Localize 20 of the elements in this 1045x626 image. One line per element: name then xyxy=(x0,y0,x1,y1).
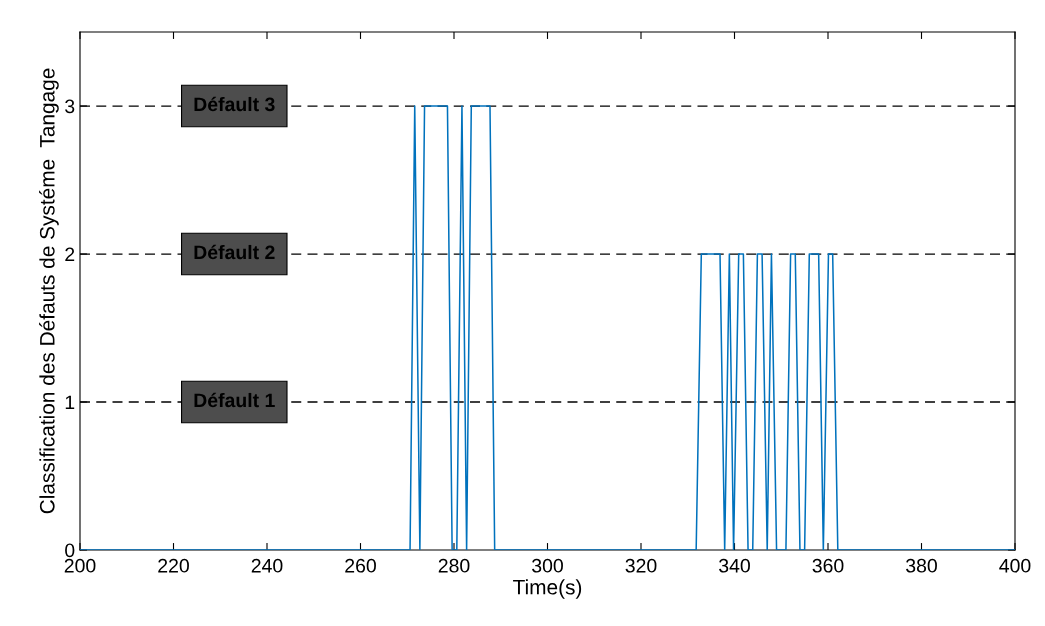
ref-line-label: Défault 2 xyxy=(194,244,275,260)
x-tick-label: 300 xyxy=(532,558,563,573)
y-tick-label: 0 xyxy=(65,543,75,558)
x-tick-label: 280 xyxy=(438,558,470,573)
y-tick-label: 3 xyxy=(65,99,75,114)
x-tick-label: 260 xyxy=(345,558,376,573)
ref-line-label: Défault 3 xyxy=(194,96,275,112)
y-axis-title: Classification des Défauts de Systéme Tangage xyxy=(39,68,59,514)
x-tick-label: 340 xyxy=(719,558,750,573)
ref-line-label: Défault 1 xyxy=(194,392,275,408)
y-tick-label: 2 xyxy=(65,247,75,262)
x-tick-label: 360 xyxy=(812,558,844,573)
x-tick-label: 320 xyxy=(625,558,657,573)
y-tick-label: 1 xyxy=(65,395,75,410)
x-tick-label: 400 xyxy=(999,558,1031,573)
x-tick-label: 380 xyxy=(906,558,937,573)
x-axis-title: Time(s) xyxy=(513,579,582,599)
x-tick-label: 200 xyxy=(64,558,96,573)
x-tick-label: 220 xyxy=(158,558,189,573)
x-tick-label: 240 xyxy=(251,558,283,573)
